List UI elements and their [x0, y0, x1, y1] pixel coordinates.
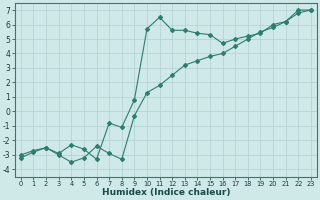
X-axis label: Humidex (Indice chaleur): Humidex (Indice chaleur): [102, 188, 230, 197]
